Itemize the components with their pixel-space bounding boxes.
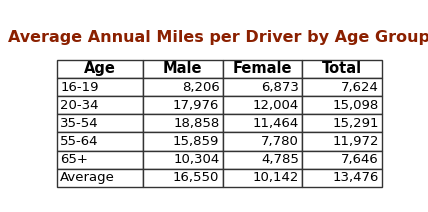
Text: Average Annual Miles per Driver by Age Group: Average Annual Miles per Driver by Age G… [9, 30, 428, 45]
